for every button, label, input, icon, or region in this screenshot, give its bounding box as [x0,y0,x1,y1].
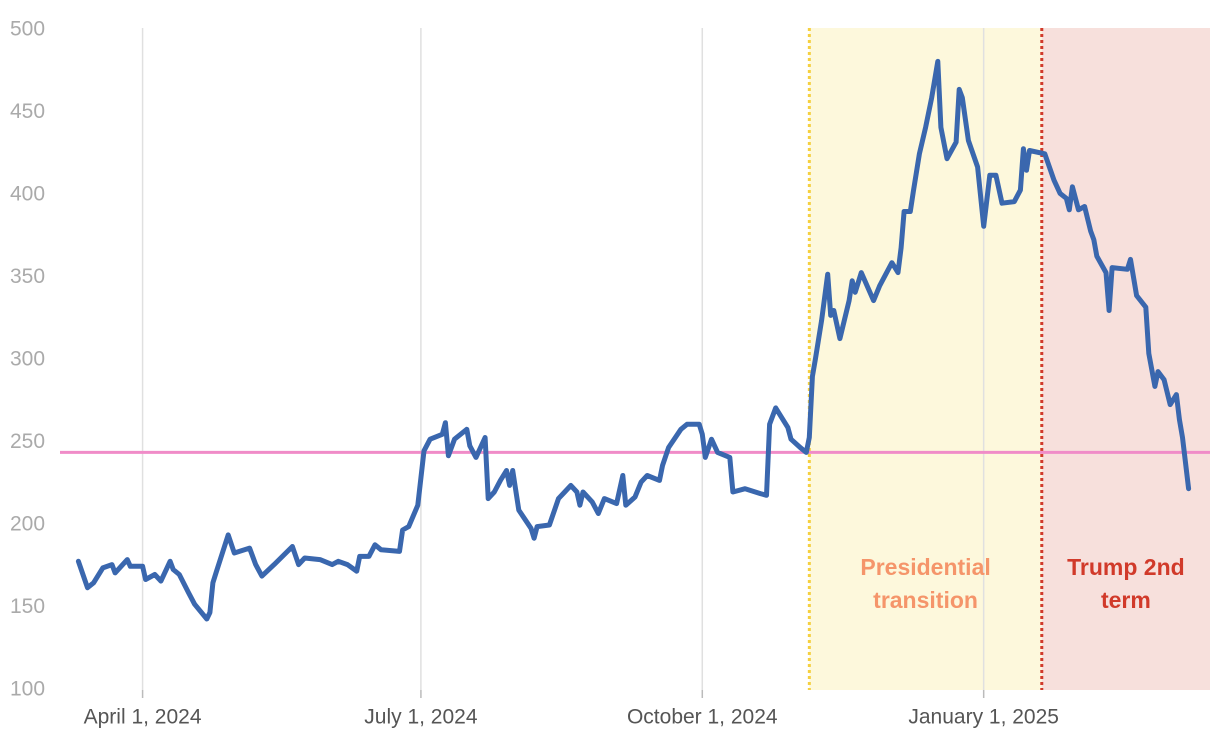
x-tick-label: October 1, 2024 [627,706,778,729]
x-tick-label: April 1, 2024 [84,706,202,729]
region-label: Presidential [860,554,990,580]
region-label: transition [873,587,978,613]
y-tick-label: 100 [10,678,45,701]
y-tick-label: 400 [10,183,45,206]
x-tick-label: January 1, 2025 [908,706,1059,729]
y-tick-label: 350 [10,265,45,288]
y-tick-label: 150 [10,595,45,618]
y-tick-label: 450 [10,100,45,123]
region-label: Trump 2nd [1067,554,1185,580]
y-tick-label: 500 [10,18,45,41]
x-tick-label: July 1, 2024 [364,706,478,729]
y-tick-label: 200 [10,513,45,536]
y-tick-label: 250 [10,430,45,453]
region [1041,28,1210,690]
price-line [75,58,1192,622]
region-label: term [1101,587,1151,613]
y-tick-label: 300 [10,348,45,371]
